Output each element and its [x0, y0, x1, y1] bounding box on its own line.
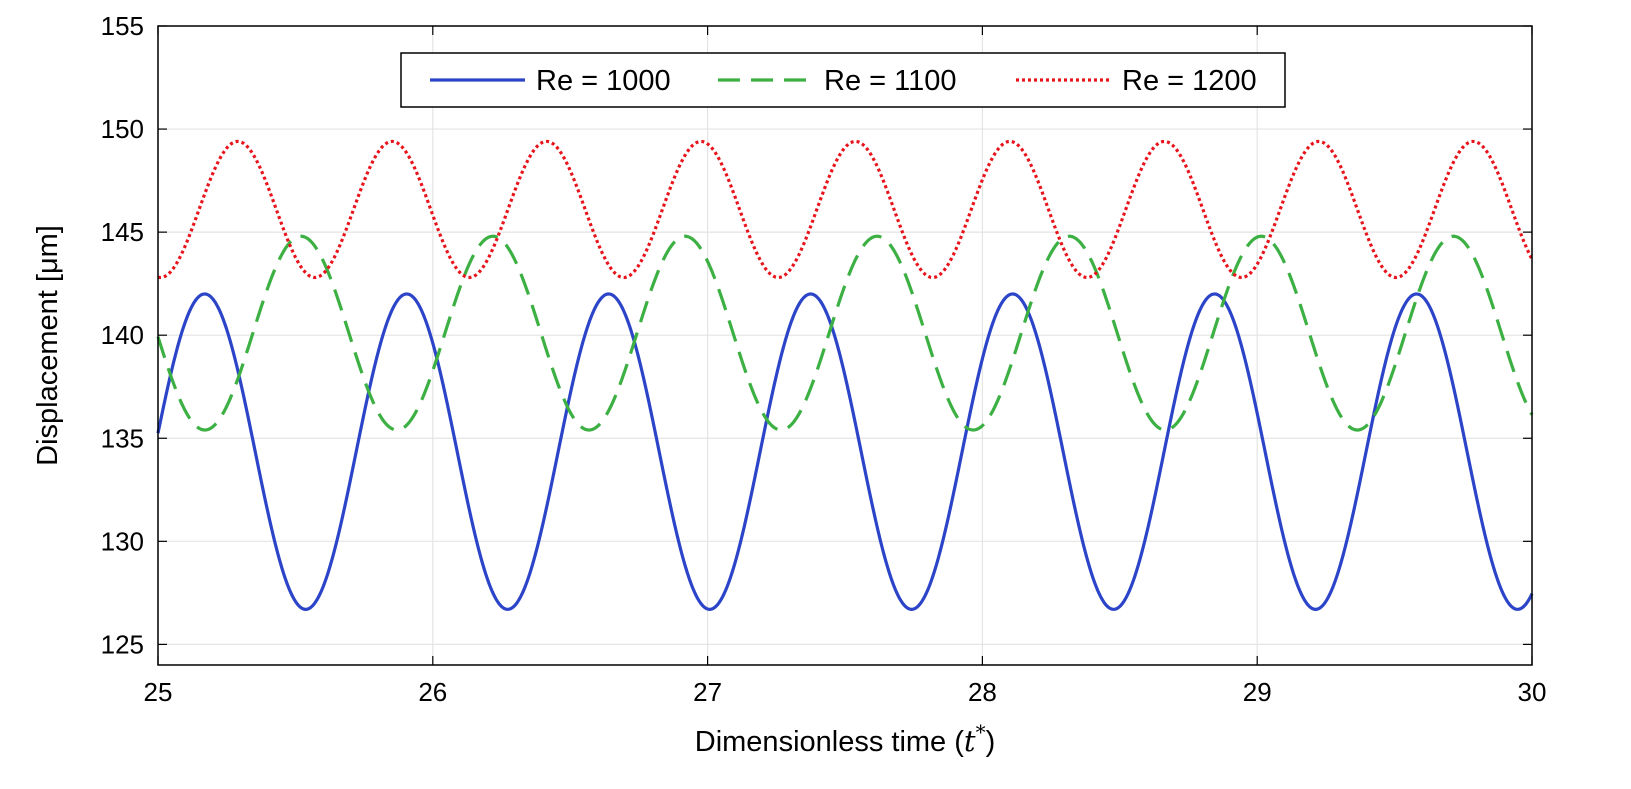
y-tick-label: 135	[101, 423, 144, 453]
legend-label-1: Re = 1000	[536, 65, 671, 97]
x-tick-label: 30	[1518, 677, 1547, 707]
x-axis-label-superscript: *	[976, 720, 986, 744]
y-axis-label: Displacement [μm]	[32, 225, 64, 466]
series-line-3	[157, 139, 1534, 280]
y-tick-label: 145	[101, 217, 144, 247]
x-tick-label: 27	[693, 677, 722, 707]
tick-marks	[157, 25, 1533, 665]
y-tick-label: 140	[101, 320, 144, 350]
legend-box	[400, 52, 1286, 108]
legend: Re = 1000 Re = 1100 Re = 1200	[400, 52, 1286, 108]
series-line-2	[156, 234, 1534, 432]
y-tick-label: 155	[101, 11, 144, 41]
x-axis-label-text: Dimensionless time	[695, 726, 946, 758]
legend-label-3: Re = 1200	[1122, 65, 1257, 97]
x-axis-label-symbol: t	[964, 724, 976, 758]
plot-frame	[157, 25, 1533, 666]
series-line-1	[156, 292, 1534, 611]
x-tick-labels: 25 26 27 28 29 30	[144, 677, 1547, 707]
x-tick-label: 26	[418, 677, 447, 707]
x-axis-label: Dimensionless time (t*)	[695, 720, 995, 758]
y-tick-label: 150	[101, 114, 144, 144]
x-tick-label: 29	[1243, 677, 1272, 707]
y-tick-labels: 125 130 135 140 145 150 155	[101, 11, 144, 659]
y-tick-label: 130	[101, 526, 144, 556]
series-layer	[156, 139, 1534, 611]
y-tick-label: 125	[101, 629, 144, 659]
x-tick-label: 28	[968, 677, 997, 707]
x-tick-label: 25	[144, 677, 173, 707]
grid-lines	[157, 25, 1533, 665]
legend-label-2: Re = 1100	[824, 65, 956, 97]
